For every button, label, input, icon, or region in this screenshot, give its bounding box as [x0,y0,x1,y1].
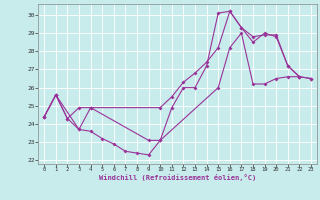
X-axis label: Windchill (Refroidissement éolien,°C): Windchill (Refroidissement éolien,°C) [99,174,256,181]
